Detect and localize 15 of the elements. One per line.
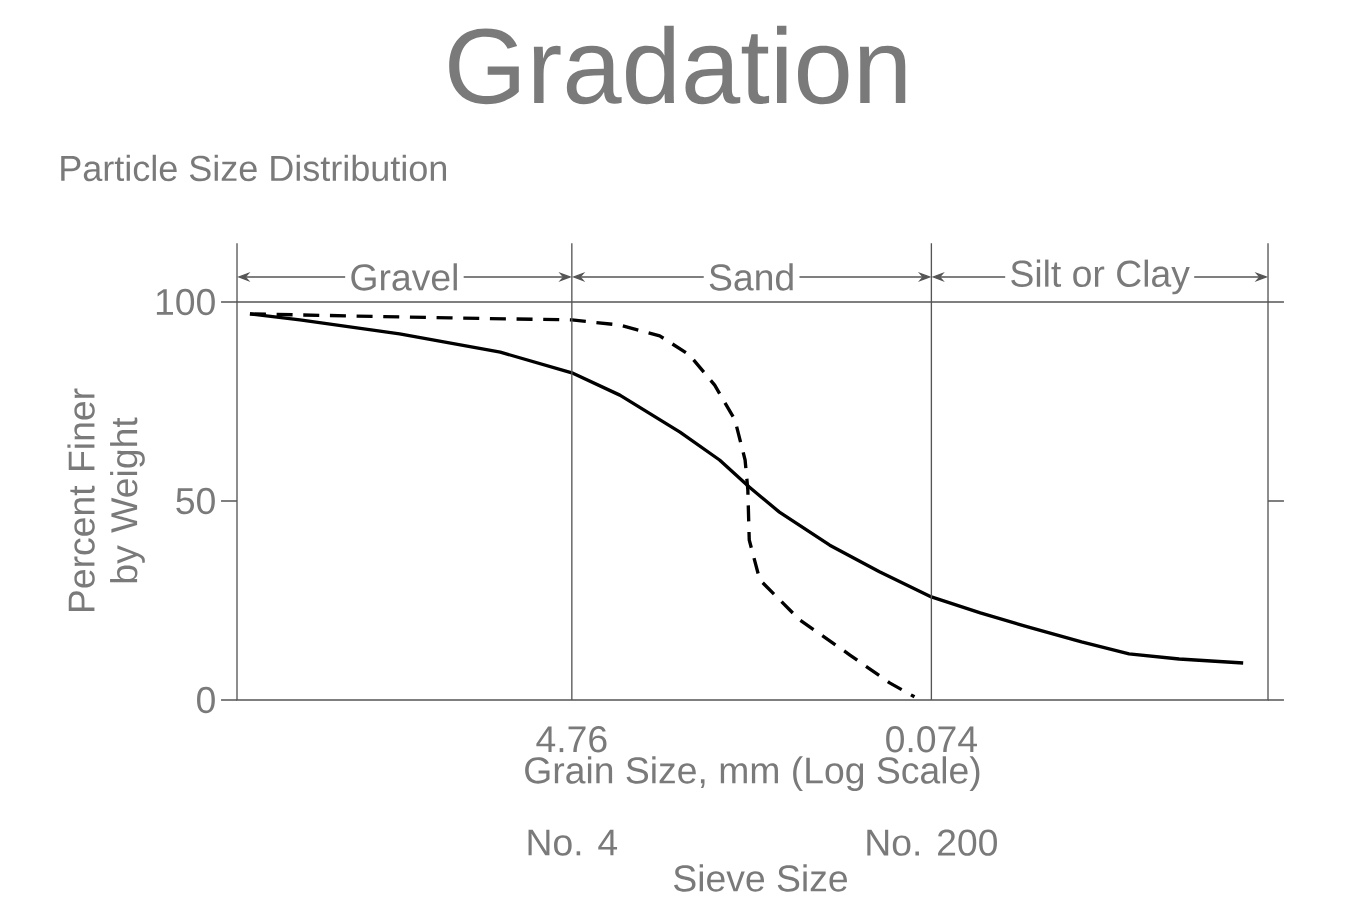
y-tick-label: 100	[156, 288, 215, 316]
chart-subtitle: Particle Size Distribution	[61, 154, 447, 182]
x-axis-title: Grain Size, mm (Log Scale)	[525, 756, 980, 792]
y-tick-label: 50	[176, 487, 215, 515]
x-tick-label: 4.76	[536, 726, 607, 753]
y-axis-title: Percent Finer by Weight	[67, 388, 145, 612]
text: No. 4	[528, 829, 618, 856]
chart-title: Gradation	[449, 25, 906, 105]
text: Sieve Size	[674, 864, 847, 892]
text: Gravel	[351, 263, 457, 291]
text: Silt or Clay	[1011, 259, 1190, 295]
x-tick-label: 0.074	[886, 726, 977, 753]
text: Sand	[709, 263, 793, 291]
text: No. 200	[867, 829, 997, 856]
y-tick-label: 0	[197, 686, 215, 714]
